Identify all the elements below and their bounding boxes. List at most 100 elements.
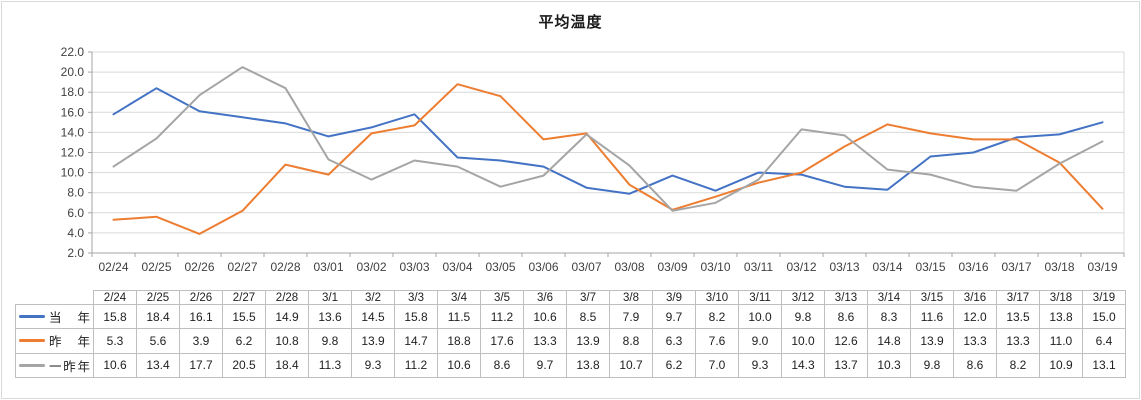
legend-line-icon [19,339,45,343]
table-cell: 17.6 [480,328,524,354]
table-col-header: 2/25 [136,290,180,305]
series-line-last-year [112,83,1104,235]
table-cell: 10.0 [781,328,825,354]
table-cell: 9.8 [910,352,954,378]
x-tick-label: 03/17 [1001,260,1031,274]
table-col-header: 3/5 [480,290,524,305]
table-cell: 5.6 [136,328,180,354]
table-cell: 13.3 [996,328,1040,354]
table-col-header: 3/9 [652,290,696,305]
table-cell: 11.2 [480,303,524,330]
y-tick-label: 2.0 [67,246,84,260]
x-tick-label: 03/18 [1044,260,1074,274]
table-col-header: 2/27 [222,290,266,305]
table-row-year-before-last: 一昨年 10.6 13.4 17.7 20.5 18.4 11.3 9.3 11.2 10.6 8.… [15,352,1126,378]
series-line-year-before-last [112,66,1104,212]
x-axis-labels: 02/24 02/25 02/26 02/27 02/28 03/01 03/02 03/03… [98,260,1117,274]
table-cell: 15.8 [93,303,137,330]
x-tick-label: 03/16 [958,260,988,274]
table-cell: 14.9 [265,303,309,330]
x-tick-label: 02/26 [184,260,214,274]
y-tick-label: 22.0 [61,45,85,59]
x-tick-label: 03/03 [399,260,429,274]
table-col-header: 3/12 [781,290,825,305]
table-cell: 8.2 [996,352,1040,378]
x-tick-label: 03/07 [571,260,601,274]
table-col-header: 3/13 [824,290,868,305]
table-cell: 9.8 [781,303,825,330]
x-tick-label: 03/15 [915,260,945,274]
y-tick-label: 6.0 [67,206,84,220]
table-cell: 14.3 [781,352,825,378]
table-cell: 8.5 [566,303,610,330]
legend-line-icon [19,363,45,367]
chart-title: 平均温度 [538,14,603,31]
y-tick-label: 8.0 [67,186,84,200]
x-tick-label: 03/11 [744,260,773,274]
table-cell: 10.6 [93,352,137,378]
x-tick-label: 03/12 [786,260,816,274]
table-cell: 13.3 [953,328,997,354]
y-tick-label: 18.0 [61,85,85,99]
table-cell: 16.1 [179,303,223,330]
table-cell: 6.2 [222,328,266,354]
table-col-header: 3/8 [609,290,653,305]
table-cell: 13.5 [996,303,1040,330]
table-col-header: 3/10 [695,290,739,305]
table-cell: 8.2 [695,303,739,330]
table-col-header: 3/14 [867,290,911,305]
table-cell: 8.6 [480,352,524,378]
table-cell: 13.8 [566,352,610,378]
table-cell: 10.6 [523,303,567,330]
legend-cell-this-year: 当年 [15,303,94,330]
table-cell: 13.9 [566,328,610,354]
table-cell: 18.4 [265,352,309,378]
x-tick-label: 03/10 [700,260,730,274]
x-tick-label: 02/24 [98,260,128,274]
x-tick-label: 03/04 [442,260,472,274]
temperature-table: 2/24 2/25 2/26 2/27 2/28 3/1 3/2 3/3 3/4 3/5 3/6 3/… [15,290,1126,378]
table-cell: 14.8 [867,328,911,354]
table-cell: 13.3 [523,328,567,354]
table-cell: 15.8 [394,303,438,330]
table-col-header: 3/11 [738,290,782,305]
table-cell: 9.0 [738,328,782,354]
table-cell: 10.8 [265,328,309,354]
y-tick-label: 16.0 [61,105,85,119]
table-row-this-year: 当年 15.8 18.4 16.1 15.5 14.9 13.6 14.5 15.8 11.5 11… [15,303,1126,330]
table-cell: 18.8 [437,328,481,354]
table-col-header: 2/26 [179,290,223,305]
table-cell: 9.3 [351,352,395,378]
y-tick-label: 4.0 [67,226,84,240]
x-tick-label: 03/06 [528,260,558,274]
table-cell: 10.9 [1039,352,1083,378]
table-cell: 13.4 [136,352,180,378]
table-cell: 11.2 [394,352,438,378]
y-axis-labels: 2.0 4.0 6.0 8.0 10.0 12.0 14.0 16.0 18.0 20.0 22.0 [61,45,85,260]
table-cell: 8.6 [824,303,868,330]
table-cell: 13.7 [824,352,868,378]
y-tick-label: 12.0 [61,146,85,160]
legend-label: 一昨年 [49,359,90,374]
table-cell: 9.8 [308,328,352,354]
y-tick-label: 14.0 [61,125,85,139]
table-cell: 15.5 [222,303,266,330]
table-cell: 9.7 [652,303,696,330]
axis-ticks [88,51,1125,257]
legend-cell-last-year: 昨年 [15,328,94,354]
table-col-header: 3/3 [394,290,438,305]
table-cell: 10.0 [738,303,782,330]
table-col-header: 2/28 [265,290,309,305]
data-table-wrap: 2/24 2/25 2/26 2/27 2/28 3/1 3/2 3/3 3/4 3/5 3/6 3/… [15,290,1126,378]
x-tick-label: 03/02 [356,260,386,274]
table-cell: 13.8 [1039,303,1083,330]
legend-label: 当年 [49,311,90,326]
table-cell: 18.4 [136,303,180,330]
x-tick-label: 02/28 [270,260,300,274]
table-cell: 5.3 [93,328,137,354]
table-row-last-year: 昨年 5.3 5.6 3.9 6.2 10.8 9.8 13.9 14.7 18.8 17.6 13.… [15,328,1126,354]
table-cell: 13.9 [351,328,395,354]
table-cell: 13.1 [1082,352,1126,378]
y-tick-label: 10.0 [61,166,85,180]
table-cell: 12.0 [953,303,997,330]
